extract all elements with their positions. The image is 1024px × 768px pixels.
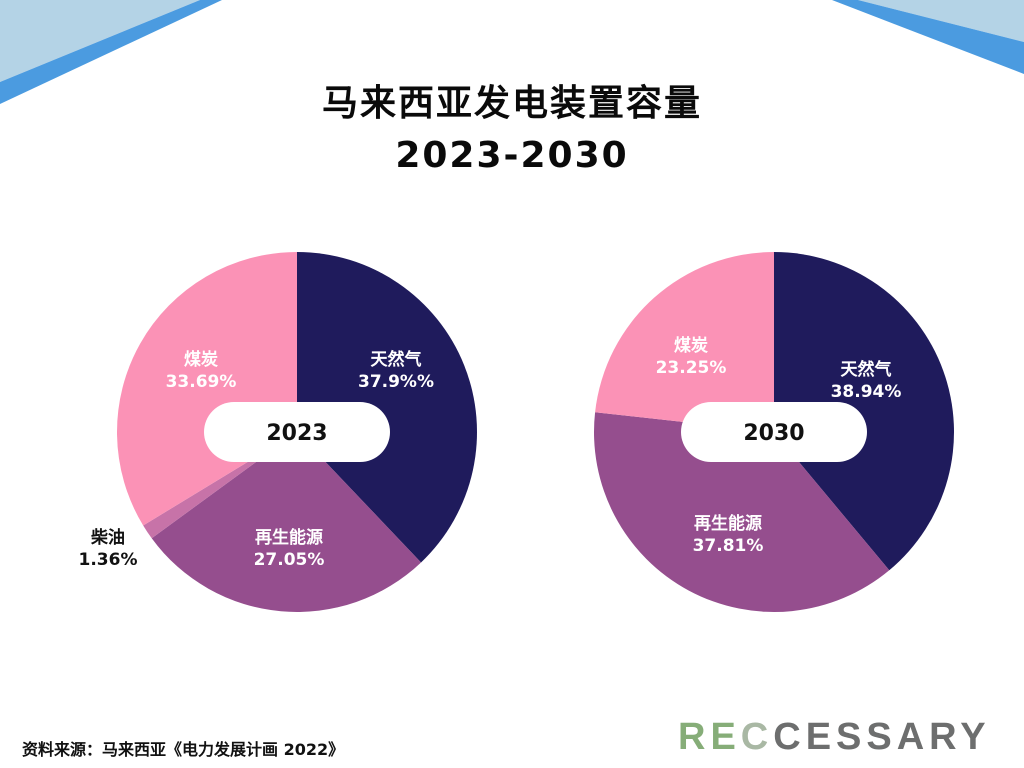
- pie-slice: [151, 432, 422, 612]
- pie-slice: [774, 252, 955, 571]
- logo-part3: CESSARY: [773, 716, 991, 758]
- pie-slice: [595, 252, 774, 432]
- slice-name-label: 天然气: [841, 359, 892, 380]
- logo-part1: RE: [678, 716, 741, 758]
- source-note: 资料来源：马来西亚《电力发展计画 2022》: [22, 740, 345, 759]
- chart-title: 马来西亚发电装置容量 2023-2030: [0, 78, 1024, 182]
- pie-slice: [297, 252, 478, 563]
- slice-name-label: 再生能源: [694, 513, 762, 534]
- slice-name-label: 天然气: [371, 349, 422, 370]
- slice-name-label: 柴油: [90, 527, 125, 548]
- slice-name-label: 再生能源: [255, 527, 323, 548]
- slice-name-label: 煤炭: [674, 335, 708, 356]
- center-label-pill: [204, 402, 390, 462]
- slice-value-label: 1.36%: [79, 550, 138, 570]
- center-year-label: 2023: [266, 421, 327, 446]
- pie-slice: [594, 412, 890, 612]
- logo-part2: C: [740, 716, 774, 758]
- slice-value-label: 37.81%: [693, 536, 764, 556]
- slice-value-label: 37.9%%: [358, 372, 434, 392]
- slice-value-label: 33.69%: [166, 372, 237, 392]
- slice-value-label: 23.25%: [656, 358, 727, 378]
- center-year-label: 2030: [743, 421, 804, 446]
- slice-value-label: 38.94%: [831, 382, 902, 402]
- slice-value-label: 27.05%: [254, 550, 325, 570]
- center-label-pill: [681, 402, 867, 462]
- chart-title-line2: 2023-2030: [395, 135, 629, 176]
- chart-title-line1: 马来西亚发电装置容量: [321, 83, 702, 124]
- slice-name-label: 煤炭: [184, 349, 218, 370]
- reccessary-logo: RECCESSARY: [678, 716, 991, 759]
